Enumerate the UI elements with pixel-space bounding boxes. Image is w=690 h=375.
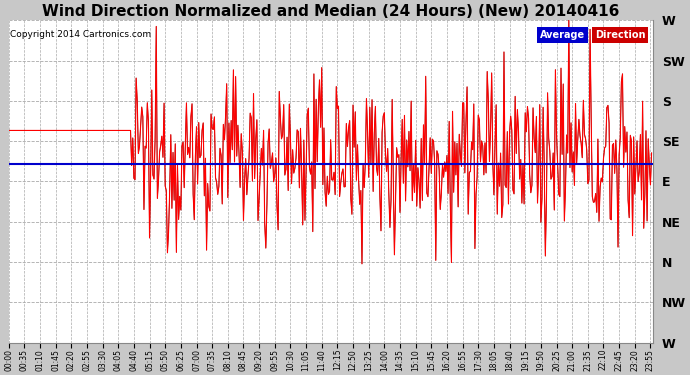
Text: Average: Average xyxy=(540,30,585,40)
Text: Copyright 2014 Cartronics.com: Copyright 2014 Cartronics.com xyxy=(10,30,151,39)
Text: Direction: Direction xyxy=(595,30,645,40)
Title: Wind Direction Normalized and Median (24 Hours) (New) 20140416: Wind Direction Normalized and Median (24… xyxy=(42,4,620,19)
